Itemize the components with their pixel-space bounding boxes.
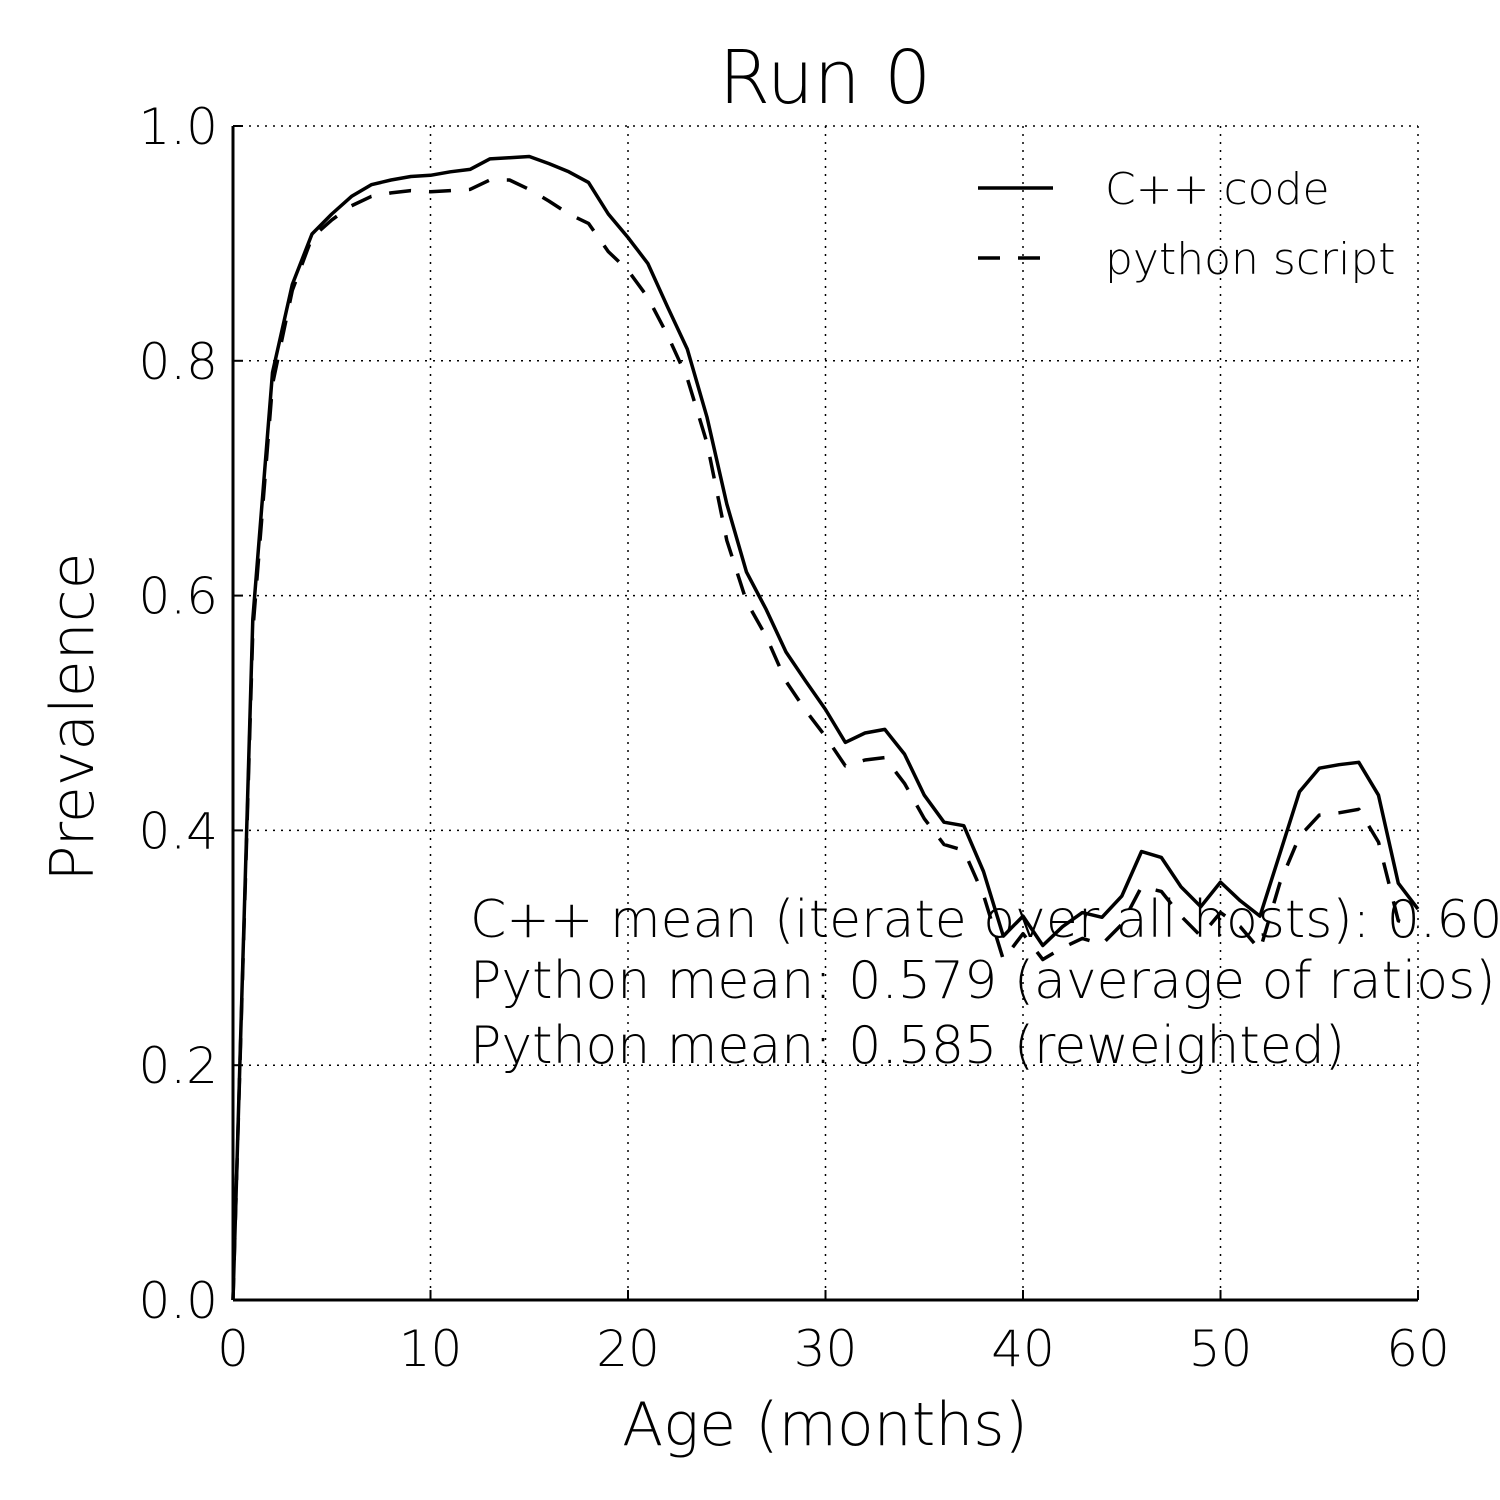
y-tick-label: 0.8 bbox=[138, 333, 218, 391]
chart-title: Run 0 bbox=[719, 35, 932, 121]
annotation-python-mean-ratios: Python mean: 0.579 (average of ratios) bbox=[470, 951, 1496, 1011]
annotation-cpp-mean: C++ mean (iterate over all hosts): 0.607… bbox=[470, 890, 1500, 950]
y-tick-label: 1.0 bbox=[138, 98, 218, 156]
grid bbox=[233, 125, 1419, 1300]
x-tick-label: 30 bbox=[794, 1320, 858, 1378]
axes bbox=[231, 125, 1419, 1302]
series-line-python-script bbox=[231, 178, 1419, 1301]
x-axis-label: Age (months) bbox=[622, 1390, 1028, 1460]
y-axis-label: Prevalence bbox=[38, 552, 108, 881]
x-tick-label: 50 bbox=[1189, 1320, 1253, 1378]
x-tick-label: 10 bbox=[399, 1320, 463, 1378]
annotations: C++ mean (iterate over all hosts): 0.607… bbox=[470, 890, 1500, 1076]
y-tick-label: 0.4 bbox=[138, 802, 218, 860]
tick-labels: 0 10 20 30 40 50 60 0.0 0.2 0.4 0.6 0.8 1.0 bbox=[138, 98, 1449, 1378]
legend-label-python: python script bbox=[1105, 234, 1396, 285]
x-tick-label: 40 bbox=[991, 1320, 1055, 1378]
x-tick-label: 20 bbox=[596, 1320, 660, 1378]
annotation-python-mean-reweighted: Python mean: 0.585 (reweighted) bbox=[470, 1016, 1345, 1076]
y-tick-label: 0.0 bbox=[138, 1272, 218, 1330]
legend-label-cpp: C++ code bbox=[1105, 164, 1330, 215]
y-tick-label: 0.2 bbox=[138, 1037, 218, 1095]
x-tick-label: 0 bbox=[217, 1320, 249, 1378]
y-tick-label: 0.6 bbox=[138, 568, 218, 626]
series-layer bbox=[231, 154, 1420, 1301]
x-tick-label: 60 bbox=[1386, 1320, 1450, 1378]
legend: C++ code python script bbox=[978, 164, 1396, 285]
series-line-cpp-code bbox=[231, 154, 1420, 1301]
